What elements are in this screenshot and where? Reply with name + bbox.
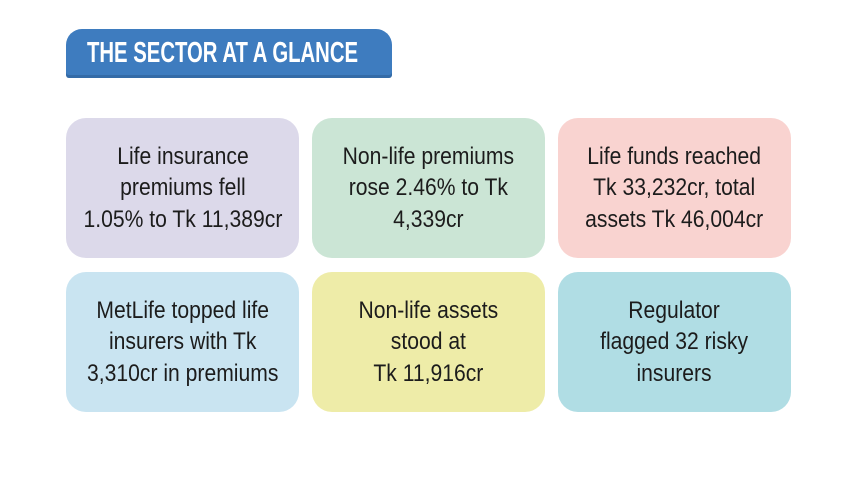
stat-card-non-life-assets: Non-life assets stood at Tk 11,916cr	[312, 272, 545, 412]
stat-card-life-insurance-premiums: Life insurance premiums fell 1.05% to Tk…	[66, 118, 299, 258]
stat-card-metlife: MetLife topped life insurers with Tk 3,3…	[66, 272, 299, 412]
stat-card-text: Non-life premiums rose 2.46% to Tk 4,339…	[342, 143, 515, 233]
stat-card-text: Life insurance premiums fell 1.05% to Tk…	[83, 143, 282, 233]
stat-card-regulator: Regulator flagged 32 risky insurers	[558, 272, 791, 412]
stat-card-text: Regulator flagged 32 risky insurers	[600, 297, 749, 387]
title-banner: THE SECTOR AT A GLANCE	[66, 29, 392, 78]
stat-cards-grid: Life insurance premiums fell 1.05% to Tk…	[66, 118, 791, 412]
stat-card-text: MetLife topped life insurers with Tk 3,3…	[86, 297, 279, 387]
page-title: THE SECTOR AT A GLANCE	[87, 37, 359, 69]
stat-card-non-life-premiums: Non-life premiums rose 2.46% to Tk 4,339…	[312, 118, 545, 258]
stat-card-text: Non-life assets stood at Tk 11,916cr	[358, 297, 499, 387]
stat-card-text: Life funds reached Tk 33,232cr, total as…	[585, 143, 764, 233]
stat-card-life-funds: Life funds reached Tk 33,232cr, total as…	[558, 118, 791, 258]
